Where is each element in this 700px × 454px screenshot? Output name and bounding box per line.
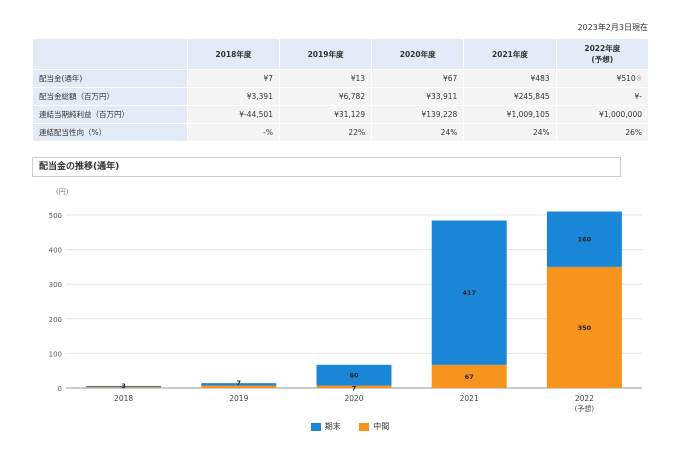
table-cell: ¥13: [278, 69, 373, 88]
table-header-row: 2018年度 2019年度 2020年度 2021年度 2022年度 (予想): [32, 38, 650, 70]
data-label: 350: [578, 324, 592, 332]
table-cell: ¥245,845: [463, 87, 557, 106]
dividend-table: 2018年度 2019年度 2020年度 2021年度 2022年度 (予想) 配…: [32, 38, 650, 142]
col-header: 2018年度: [186, 38, 280, 70]
bar-segment: [86, 386, 162, 388]
table-cell: 24%: [371, 123, 465, 142]
table-row: 配当金(通年) ¥7 ¥13 ¥67 ¥483 ¥510※: [32, 69, 650, 88]
data-label: 7: [352, 385, 357, 393]
table-cell-value: ¥510: [616, 74, 636, 83]
table-cell: ¥510※: [555, 69, 650, 88]
bar-segment: [201, 385, 277, 388]
table-cell: ¥1,000,000: [555, 105, 650, 124]
table-row: 連結配当性向（%） -% 22% 24% 24% 26%: [32, 123, 650, 142]
data-label: 7: [237, 379, 242, 387]
legend-label: 中間: [373, 422, 390, 431]
data-label: 3: [121, 382, 126, 390]
row-label: 連結配当性向（%）: [32, 123, 188, 142]
as-of-date: 2023年2月3日現在: [577, 23, 648, 32]
table-cell: ¥31,129: [278, 105, 373, 124]
table-cell: ¥33,911: [371, 87, 465, 106]
data-label: 160: [578, 236, 592, 244]
legend-item-kimatsu: 期末: [310, 421, 341, 432]
bar-segment: [316, 364, 392, 386]
legend-swatch: [310, 422, 321, 431]
y-tick-label: 0: [58, 385, 62, 393]
bar-segment: [546, 266, 622, 388]
table-row: 連結当期純利益（百万円） ¥-44,501 ¥31,129 ¥139,228 ¥…: [32, 105, 650, 124]
row-label: 連結当期純利益（百万円）: [32, 105, 188, 124]
table-cell: ¥483: [463, 69, 557, 88]
row-label: 配当金総額（百万円）: [32, 87, 188, 106]
table-cell: ¥67: [371, 69, 465, 88]
table-cell: ¥139,228: [371, 105, 465, 124]
data-label: 67: [465, 373, 474, 381]
x-tick-sublabel: (予想): [575, 404, 595, 413]
col-header-year: 2022年度: [584, 44, 621, 53]
bar-segment: [201, 383, 277, 386]
col-header: 2021年度: [463, 38, 557, 70]
table-cell: 24%: [463, 123, 557, 142]
table-cell: ¥6,782: [278, 87, 373, 106]
row-label: 配当金(通年): [32, 69, 188, 88]
col-header: 2020年度: [371, 38, 465, 70]
y-unit-label: (円): [56, 188, 69, 196]
legend-item-chukan: 中間: [359, 421, 389, 432]
data-label: 60: [349, 372, 359, 380]
legend-swatch: [359, 422, 370, 431]
bar-segment: [86, 385, 162, 387]
dividend-chart: (円) 0 100 200 300 400 500 2018 2019 2020 2021 2022(…: [49, 188, 642, 413]
table-cell: ¥7: [186, 69, 280, 88]
x-tick-label: 2018: [114, 394, 133, 403]
table-cell: -%: [186, 123, 280, 142]
col-header: 2019年度: [278, 38, 373, 70]
table-row: 配当金総額（百万円） ¥3,391 ¥6,782 ¥33,911 ¥245,84…: [32, 87, 650, 106]
table-cell: 26%: [555, 123, 650, 142]
y-tick-label: 400: [49, 247, 62, 255]
table-cell: ¥-: [555, 87, 650, 106]
x-tick-label: 2019: [229, 394, 248, 403]
table-cell: ¥-44,501: [186, 105, 280, 124]
y-tick-label: 500: [49, 212, 62, 220]
col-header-forecast: (予想): [591, 55, 614, 64]
y-tick-label: 200: [49, 316, 62, 324]
chart-legend: 期末 中間: [0, 421, 700, 432]
data-label: 417: [462, 289, 476, 297]
bar-segment: [546, 211, 622, 267]
x-tick-label: 2021: [460, 394, 479, 403]
table-cell: ¥1,009,105: [463, 105, 557, 124]
y-tick-label: 100: [49, 350, 62, 358]
section-title: 配当金の推移(通年): [32, 157, 621, 177]
col-header: 2022年度 (予想): [555, 38, 650, 70]
bar-segment: [431, 220, 507, 365]
bar-segment: [316, 385, 392, 388]
bar-segment: [431, 364, 507, 388]
x-tick-label: 2020: [344, 394, 363, 403]
y-tick-label: 300: [49, 281, 62, 289]
legend-label: 期末: [324, 422, 341, 431]
table-cell: 22%: [278, 123, 373, 142]
x-tick-label: 2022: [575, 394, 594, 403]
table-corner: [32, 38, 188, 70]
table-cell: ¥3,391: [186, 87, 280, 106]
note-mark: ※: [635, 74, 642, 83]
